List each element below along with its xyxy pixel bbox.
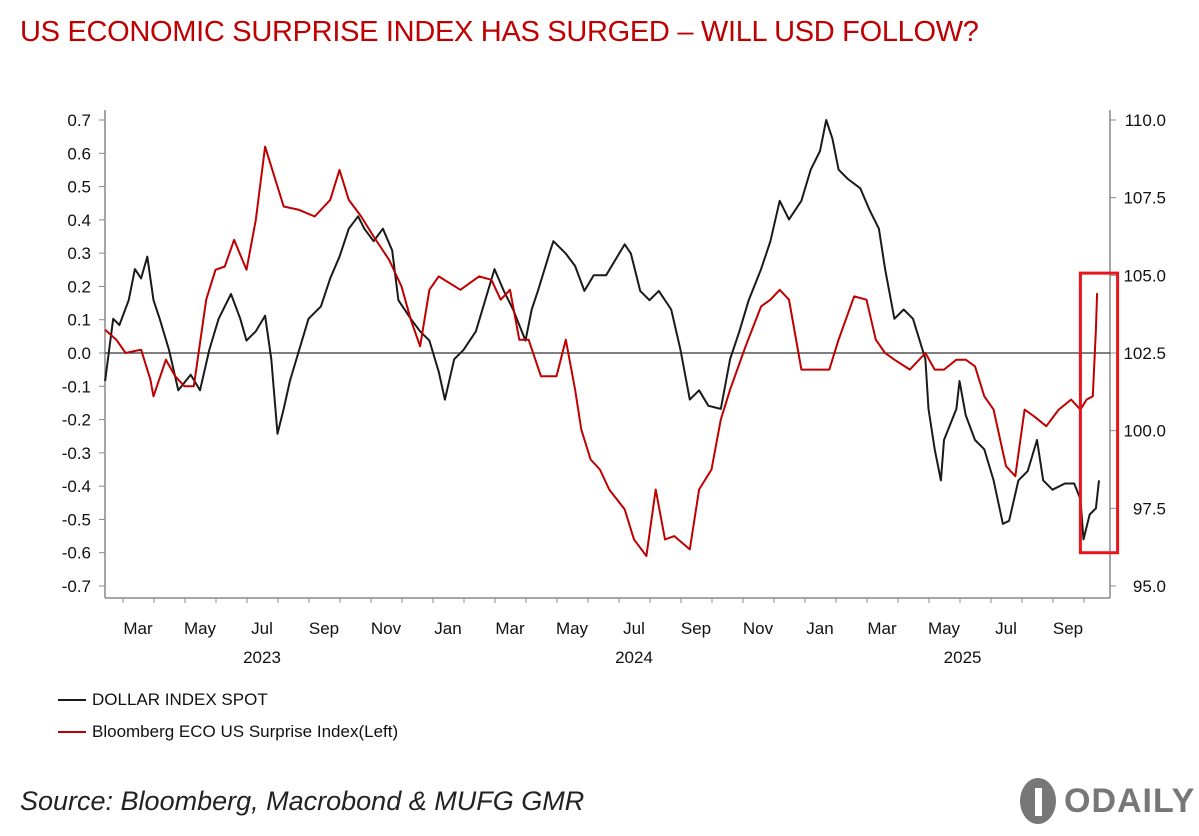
year-label: 2024 [615,648,653,667]
x-tick-label: Mar [867,619,897,638]
chart-title: US ECONOMIC SURPRISE INDEX HAS SURGED – … [20,16,979,48]
x-tick-label: Nov [371,619,402,638]
dollar-index-line [104,119,1100,541]
x-tick-label: Mar [495,619,525,638]
odaily-logo-icon [1020,778,1056,824]
right-tick-label: 95.0 [1133,577,1166,596]
x-tick-label: Jul [623,619,645,638]
x-tick-label: Nov [743,619,774,638]
x-tick-label: Sep [681,619,711,638]
left-tick-label: 0.5 [67,178,91,197]
x-tick-label: Sep [309,619,339,638]
legend-item-dollar: DOLLAR INDEX SPOT [58,690,268,710]
highlight-box [1078,271,1120,555]
highlight-box-layer [1078,271,1120,555]
year-label: 2025 [944,648,982,667]
x-tick-label: May [928,619,961,638]
x-tick-label: May [184,619,217,638]
x-tick-label: Jul [251,619,273,638]
left-tick-label: -0.7 [62,577,91,596]
axes: 0.7 0.6 0.5 0.4 0.3 0.2 0.1 0.0 -0.1 -0.2 -0.3 -0.4… [62,110,1166,667]
left-tick-label: 0.3 [67,244,91,263]
left-tick-label: -0.6 [62,544,91,563]
right-tick-label: 97.5 [1133,499,1166,518]
right-tick-label: 110.0 [1125,111,1166,130]
left-tick-label: 0.6 [67,144,91,163]
left-tick-label: -0.2 [62,411,91,430]
legend-swatch-dollar [58,699,86,701]
x-tick-label: Jul [995,619,1017,638]
x-tick-label: Jan [806,619,833,638]
legend-label-surprise: Bloomberg ECO US Surprise Index(Left) [92,722,399,741]
left-tick-label: 0.7 [67,111,91,130]
legend-item-surprise: Bloomberg ECO US Surprise Index(Left) [58,722,398,742]
left-tick-label: -0.5 [62,510,91,529]
right-tick-label: 107.5 [1123,189,1166,208]
left-tick-label: -0.4 [62,477,91,496]
x-tick-label: Mar [123,619,153,638]
series-lines [104,119,1100,557]
year-label: 2023 [243,648,281,667]
right-tick-label: 100.0 [1123,422,1166,441]
x-tick-label: Sep [1053,619,1083,638]
left-tick-label: 0.1 [67,311,91,330]
right-tick-label: 105.0 [1123,266,1166,285]
right-tick-label: 102.5 [1123,344,1166,363]
left-tick-label: -0.1 [62,377,91,396]
odaily-logo: ODAILY [1020,778,1195,824]
x-tick-label: May [556,619,589,638]
legend-swatch-surprise [58,731,86,733]
left-tick-label: -0.3 [62,444,91,463]
legend-label-dollar: DOLLAR INDEX SPOT [92,690,268,709]
left-tick-label: 0.0 [67,344,91,363]
left-tick-label: 0.4 [67,211,91,230]
surprise-index-line [104,145,1099,557]
odaily-logo-text: ODAILY [1064,781,1196,820]
source-note: Source: Bloomberg, Macrobond & MUFG GMR [20,786,585,816]
x-tick-label: Jan [434,619,461,638]
left-tick-label: 0.2 [67,277,91,296]
